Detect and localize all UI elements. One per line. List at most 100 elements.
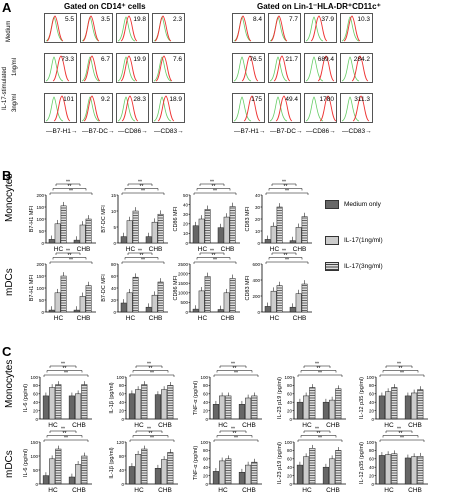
y-tick-label: 100 <box>30 375 38 380</box>
y-tick-label: 0 <box>35 482 38 487</box>
bar-hc-0 <box>264 306 271 313</box>
stained-curve <box>352 95 370 122</box>
bar-chb-0 <box>217 227 224 244</box>
significance-bracket <box>196 257 231 260</box>
y-tick-label: 50 <box>183 193 189 198</box>
bar-chb-0 <box>145 306 152 313</box>
significance-label: ** <box>397 427 401 433</box>
histogram-cd14-b7-h1: 101 <box>44 93 77 123</box>
significance-label: ** <box>68 184 72 190</box>
bar-hc-1 <box>126 220 133 244</box>
significance-bracket <box>46 435 83 438</box>
bar-hc-0 <box>192 225 199 244</box>
y-tick-label: 20 <box>287 408 293 413</box>
y-tick-label: 0 <box>205 482 208 487</box>
bar-hc-0 <box>42 395 49 420</box>
y-tick-label: 40 <box>287 465 293 470</box>
significance-bracket <box>271 183 297 186</box>
bar-hc-2 <box>391 387 398 420</box>
histogram-cd14-cd86: 19.9 <box>116 53 149 83</box>
y-tick-label: 150 <box>36 274 44 279</box>
bar-chb-1 <box>329 458 336 485</box>
row-label-1ng: 1ng/ml <box>12 57 18 76</box>
legend-1ng: IL-17(1ng/ml) <box>344 237 383 244</box>
y-tick-label: 500 <box>180 300 188 305</box>
significance-label: ** <box>400 371 404 377</box>
mfi-value: 2.3 <box>172 16 182 23</box>
bar-chb-2 <box>301 216 308 244</box>
significance-bracket <box>121 192 165 195</box>
marker-label-mdc-0: —B7-H1→ <box>234 128 266 135</box>
marker-label-cd14-0: —B7-H1→ <box>46 128 78 135</box>
isotype-curve <box>269 56 288 82</box>
significance-bracket <box>379 439 425 442</box>
bar-hc-2 <box>309 387 316 420</box>
stained-curve <box>275 95 293 122</box>
bar-hc-2 <box>391 453 398 485</box>
stained-curve <box>234 15 252 42</box>
significance-label: ** <box>315 427 319 433</box>
row-label-stimulated: IL-17-stimulated <box>2 66 8 110</box>
significance-bracket <box>193 192 237 195</box>
bar-hc-0 <box>48 309 55 313</box>
histogram-mdc-cd86: 37.9 <box>304 13 337 43</box>
y-tick-label: 80 <box>287 383 293 388</box>
bar-chb-0 <box>68 476 75 485</box>
significance-bracket <box>216 370 253 373</box>
histogram-mdc-cd83: 10.3 <box>340 13 373 43</box>
bar-chb-1 <box>79 224 86 244</box>
mfi-value: 18.9 <box>169 96 182 103</box>
significance-bracket <box>129 374 175 377</box>
significance-bracket <box>216 435 253 438</box>
mfi-value: 19.8 <box>133 16 146 23</box>
stained-curve <box>83 95 101 122</box>
significance-label: ** <box>149 366 153 372</box>
y-axis-label: IL-12 p35 (pg/ml) <box>359 442 365 484</box>
y-tick-label: 100 <box>36 217 44 222</box>
bar-chb-1 <box>161 459 168 485</box>
y-tick-label: 60 <box>111 274 117 279</box>
y-tick-label: 0 <box>41 241 44 246</box>
y-tick-label: 150 <box>30 440 38 445</box>
bar-chb-2 <box>85 285 92 313</box>
significance-bracket <box>219 365 247 368</box>
significance-bracket <box>268 188 303 191</box>
significance-label: ** <box>150 436 154 442</box>
histogram-cd14-cd83: 7.6 <box>152 53 185 83</box>
significance-bracket <box>265 192 309 195</box>
y-axis-label: B7-H1 MFI <box>29 274 35 301</box>
significance-bracket <box>52 188 87 191</box>
bar-chb-2 <box>251 395 258 420</box>
significance-label: ** <box>315 362 319 368</box>
y-tick-label: 10 <box>255 229 261 234</box>
bar-hc-0 <box>296 401 303 420</box>
bar-chb-1 <box>411 392 418 420</box>
x-tick-label: CHB <box>77 246 91 253</box>
significance-label: ** <box>212 184 216 190</box>
bar-chb-0 <box>73 309 80 313</box>
y-tick-label: 200 <box>36 262 44 267</box>
mfi-value: 28.3 <box>133 96 146 103</box>
stained-curve <box>343 15 361 42</box>
isotype-curve <box>45 56 64 82</box>
significance-label: ** <box>212 253 216 259</box>
y-tick-label: 0 <box>185 310 188 315</box>
stained-curve <box>120 15 138 42</box>
bar-hc-1 <box>49 387 56 420</box>
mfi-value: 175 <box>251 96 262 103</box>
y-axis-label: CD86 MFI <box>173 206 179 232</box>
histogram-cd14-b7-dc: 3.5 <box>80 13 113 43</box>
y-tick-label: 50 <box>33 468 39 473</box>
significance-bracket <box>49 365 77 368</box>
bar-hc-1 <box>135 389 142 420</box>
significance-bracket <box>382 370 419 373</box>
bar-hc-2 <box>309 448 316 485</box>
stained-curve <box>52 55 70 82</box>
stained-curve <box>121 95 139 122</box>
y-tick-label: 5 <box>113 225 116 230</box>
marker-label-mdc-2: —CD86→ <box>306 128 336 135</box>
x-tick-label: CHB <box>158 422 172 429</box>
y-tick-label: 0 <box>257 241 260 246</box>
